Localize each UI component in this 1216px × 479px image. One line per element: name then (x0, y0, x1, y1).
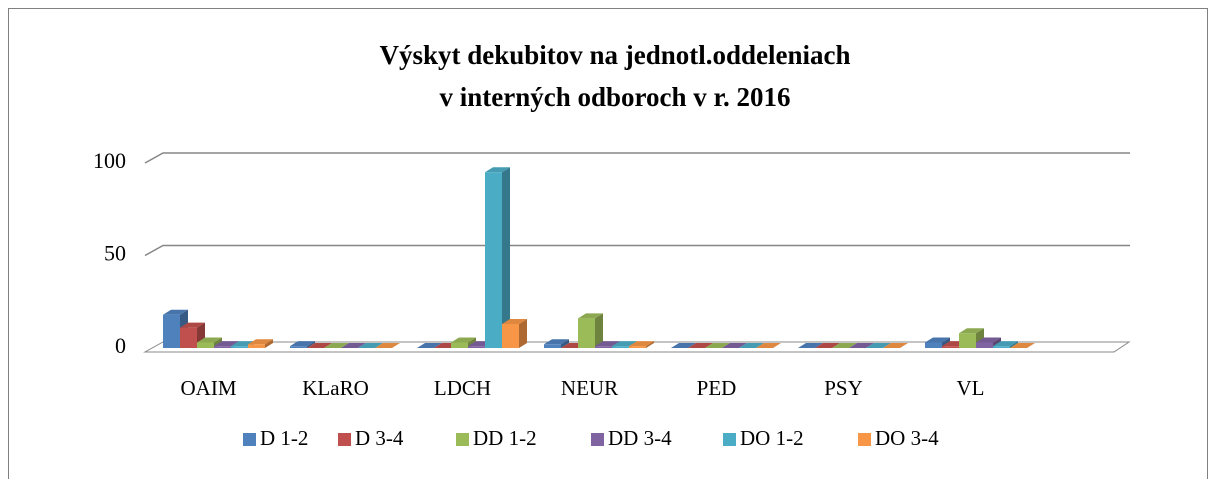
bar (959, 333, 976, 348)
legend-swatch (723, 433, 736, 446)
bar-top (705, 343, 730, 348)
bar-side (595, 313, 603, 348)
bar-top (756, 343, 781, 348)
bar-top (671, 343, 696, 348)
x-tick-label: KLaRO (302, 376, 369, 400)
legend-label: DD 1-2 (473, 426, 537, 450)
bar-top (688, 343, 713, 348)
bar-top (290, 341, 315, 347)
bar (925, 342, 942, 348)
bar-top (595, 341, 620, 347)
bar-top (417, 343, 442, 348)
bar-top (375, 343, 400, 348)
legend-label: DO 1-2 (740, 426, 804, 450)
legend-label: D 3-4 (355, 426, 404, 450)
bar-top (358, 343, 383, 348)
bar-top (451, 337, 476, 343)
bar-top (993, 341, 1018, 347)
legend-label: DD 3-4 (608, 426, 672, 450)
bar (612, 346, 629, 348)
legend-swatch (456, 433, 469, 446)
bar-top (544, 339, 569, 345)
bar-side (561, 339, 569, 348)
bar-top (959, 328, 984, 334)
legend-label: D 1-2 (260, 426, 308, 450)
bar-top (578, 313, 603, 319)
bar (214, 346, 231, 348)
bar-side (307, 341, 315, 348)
bar-top (197, 337, 222, 343)
chart-title: v interných odboroch v r. 2016 (439, 82, 790, 112)
legend-swatch (858, 433, 871, 446)
bar-top (163, 309, 188, 315)
bar (993, 346, 1010, 348)
bar-top (629, 341, 654, 347)
grid-line (144, 244, 1130, 257)
bar-top (739, 343, 764, 348)
y-tick-label: 100 (93, 148, 126, 173)
grid-line (144, 152, 1130, 164)
y-tick-label: 50 (104, 241, 126, 266)
bar-top (976, 337, 1001, 343)
bar (290, 346, 307, 348)
bar-top (612, 341, 637, 347)
bar (595, 346, 612, 348)
bar (485, 172, 502, 348)
legend-swatch (591, 433, 604, 446)
bar-top (798, 343, 823, 348)
bar-top (832, 343, 857, 348)
bar (231, 346, 248, 348)
x-tick-label: PED (697, 376, 737, 400)
bar (197, 342, 214, 348)
legend-swatch (338, 433, 351, 446)
bar-top (866, 343, 891, 348)
bar-top (502, 318, 527, 324)
bar-side (519, 318, 527, 348)
chart-border (8, 8, 1208, 479)
x-tick-label: NEUR (561, 376, 618, 400)
x-tick-label: VL (957, 376, 985, 400)
bar (180, 327, 197, 348)
bar-side (265, 339, 273, 348)
bar (942, 346, 959, 348)
bar-top (180, 322, 205, 328)
chart-title: Výskyt dekubitov na jednotl.oddeleniach (379, 40, 850, 70)
bar-top (324, 343, 349, 348)
bar (468, 346, 485, 348)
bar-top (925, 337, 950, 343)
bar-top (248, 339, 273, 345)
bar (502, 323, 519, 348)
bar (976, 342, 993, 348)
bar-top (1010, 343, 1035, 348)
bar-top (307, 343, 332, 348)
y-tick-label: 0 (115, 333, 126, 358)
x-tick-label: OAIM (181, 376, 237, 400)
bar (629, 346, 646, 348)
bar-side (646, 341, 654, 348)
x-tick-label: LDCH (434, 376, 491, 400)
bar (578, 318, 595, 348)
bar-top (815, 343, 840, 348)
legend-label: DO 3-4 (875, 426, 939, 450)
bar-top (849, 343, 874, 348)
bar-top (485, 167, 510, 173)
bar (451, 342, 468, 348)
bar-side (1010, 341, 1018, 348)
bar-top (722, 343, 747, 348)
bar-top (214, 341, 239, 347)
legend-swatch (243, 433, 256, 446)
bar-side (502, 167, 510, 348)
bar-top (883, 343, 908, 348)
bar (163, 314, 180, 348)
bar (544, 344, 561, 348)
x-tick-label: PSY (824, 376, 863, 400)
bar-top (341, 343, 366, 348)
bar (248, 344, 265, 348)
